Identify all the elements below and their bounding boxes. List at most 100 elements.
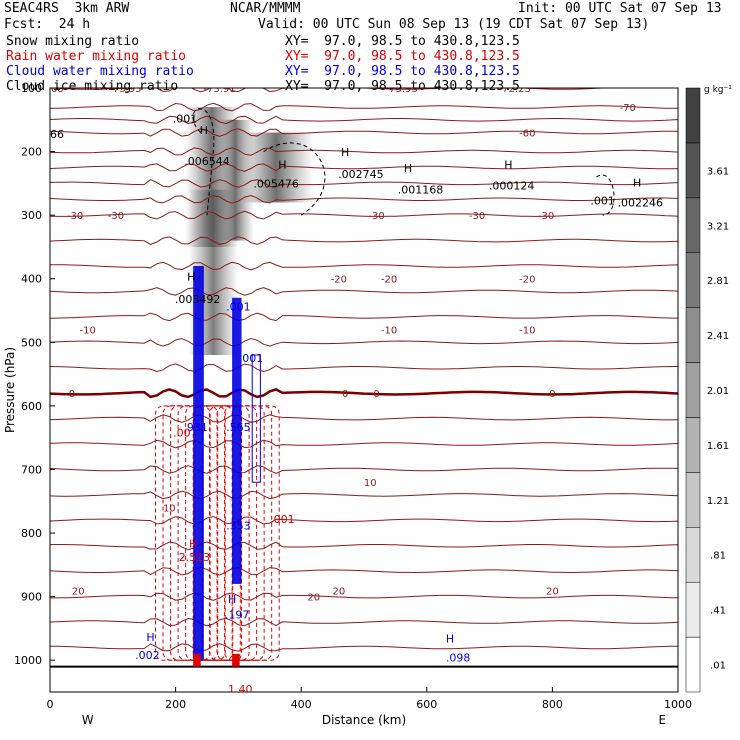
temperature-contour: [50, 516, 678, 525]
temperature-contour: [50, 236, 678, 245]
field-rain-name: Rain water mixing ratio: [6, 49, 187, 64]
maximum-label: .001: [270, 513, 295, 526]
temperature-label: 0: [69, 389, 75, 400]
plot-area: -73.68 -73.95 -73.91 -73.93 -72.23 -70 -60 -30 -…: [31, 84, 678, 692]
colorbar-label: .01: [710, 661, 726, 672]
temperature-label: -73.95: [109, 84, 141, 95]
temperature-contour: [50, 388, 678, 399]
temperature-contour: [50, 287, 678, 296]
temperature-label: -72.23: [499, 84, 531, 95]
temperature-contour: [50, 465, 678, 474]
forecast-hour: Fcst: 24 h: [4, 17, 91, 32]
temperature-contour: [50, 541, 678, 551]
colorbar-label: 2.81: [707, 276, 729, 287]
colorbar-label: 1.21: [707, 496, 729, 507]
temperature-label: -30: [538, 211, 554, 222]
y-axis-label: Pressure (hPa): [3, 347, 17, 433]
temperature-label: -20: [381, 275, 397, 286]
temperature-label: 20: [546, 586, 559, 597]
ice-contour: [263, 142, 326, 216]
temperature-contour: [50, 261, 678, 271]
temperature-label: 20: [307, 593, 320, 604]
y-tick-label: 400: [21, 273, 42, 286]
colorbar-swatch: [685, 527, 701, 583]
field-cloudice-xy: XY= 97.0, 98.5 to 430.8,123.5: [285, 79, 520, 94]
high-marker: H: [228, 593, 236, 606]
temperature-label: 20: [333, 586, 346, 597]
hydrometeor-contours: [155, 108, 615, 667]
west-label: W: [82, 713, 94, 727]
maximum-label: 2466: [36, 128, 64, 141]
rain-contour: [216, 405, 258, 661]
colorbar-swatch: [685, 252, 701, 308]
maximum-label: .098: [446, 652, 471, 665]
temperature-contour: [50, 363, 678, 373]
temperature-label: 0: [373, 389, 379, 400]
field-cloudwater-name: Cloud water mixing ratio: [6, 64, 194, 79]
y-tick-label: 200: [21, 146, 42, 159]
east-label: E: [659, 713, 667, 727]
temperature-label: -10: [381, 326, 397, 337]
maximum-label: .002: [135, 649, 160, 662]
colorbar-swatch: [685, 197, 701, 253]
temperature-contour: [50, 163, 678, 172]
temperature-contour: [50, 210, 678, 220]
colorbar-label: 2.41: [707, 331, 729, 342]
maximum-label: .565: [226, 421, 251, 434]
colorbar-swatch: [685, 472, 701, 528]
maximum-label: .001168: [398, 184, 444, 197]
temperature-contour: [50, 643, 678, 652]
temperature-contour: [50, 414, 678, 423]
temperature-label: -30: [368, 211, 384, 222]
temperature-contour: [50, 490, 678, 500]
maximum-label: .001: [226, 301, 251, 314]
rain-max: [193, 653, 201, 667]
temperature-label: -30: [67, 211, 83, 222]
field-snow-name: Snow mixing ratio: [6, 34, 140, 49]
colorbar: .01 .41 .81 1.21 1.61 2.01 2.41 2.81 3.21 3.61 g k…: [685, 85, 732, 693]
temperature-contour: [50, 115, 678, 125]
temperature-contour: [50, 337, 678, 347]
x-tick-label: 0: [47, 698, 54, 711]
temperature-contour: [50, 617, 678, 627]
cloud-water-core: [193, 266, 204, 661]
colorbar-swatch: [685, 142, 701, 199]
plot-frame: [49, 87, 679, 693]
colorbar-label: 3.61: [707, 166, 729, 177]
x-axis-label: Distance (km): [322, 713, 406, 727]
temperature-contour: [50, 312, 678, 322]
field-snow-xy: XY= 97.0, 98.5 to 430.8,123.5: [285, 34, 520, 49]
high-marker: H: [278, 159, 286, 172]
y-tick-label: 600: [21, 400, 42, 413]
valid-time: Valid: 00 UTC Sun 08 Sep 13 (19 CDT Sat …: [258, 17, 650, 32]
colorbar-swatch: [685, 87, 701, 144]
temperature-label: 10: [364, 478, 377, 489]
high-marker: H: [504, 159, 512, 172]
high-marker: H: [187, 271, 195, 284]
field-rain-xy: XY= 97.0, 98.5 to 430.8,123.5: [285, 49, 520, 64]
high-marker: H: [146, 631, 154, 644]
cloud-water-contour: [251, 354, 261, 483]
maximum-label: .00: [173, 427, 191, 440]
temperature-label: 10: [163, 504, 176, 515]
maximum-label: 2.523: [179, 551, 211, 564]
temperature-label: -30: [469, 211, 485, 222]
maximum-label: .353: [226, 519, 251, 532]
temperature-contour: [50, 592, 678, 601]
temperature-label: -10: [519, 326, 535, 337]
y-tick-label: 800: [21, 527, 42, 540]
temperature-contours: -73.68 -73.95 -73.91 -73.93 -72.23 -70 -60 -30 -…: [31, 84, 678, 668]
colorbar-label: .81: [710, 551, 726, 562]
colorbar-label: 3.21: [707, 221, 729, 232]
y-tick-label: 900: [21, 591, 42, 604]
maximum-label: .002246: [618, 196, 664, 209]
temperature-contour: [50, 439, 678, 449]
temperature-contour: [50, 147, 678, 156]
maximum-label: .005476: [253, 177, 299, 190]
temperature-label: -73.68: [31, 84, 63, 95]
colorbar-unit: g kg⁻¹: [704, 85, 732, 95]
high-marker: H: [189, 538, 197, 551]
temperature-label: -30: [108, 211, 124, 222]
